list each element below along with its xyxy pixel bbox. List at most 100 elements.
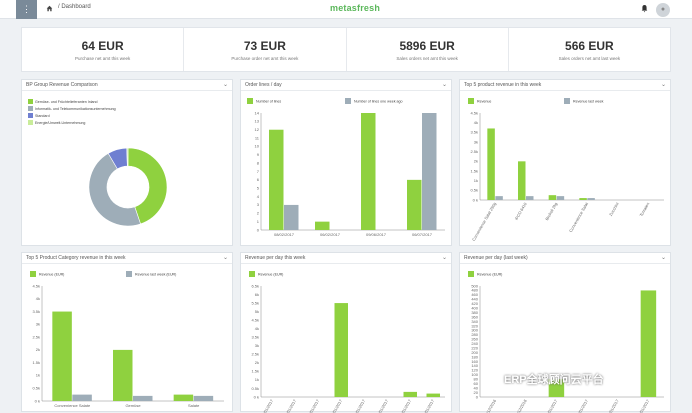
chevron-down-icon[interactable]: ⌄ <box>441 82 447 88</box>
kpi-label: Purchase net amt this week <box>74 56 131 61</box>
breadcrumb[interactable]: / Dashboard <box>58 4 91 10</box>
y-tick-label: 360 <box>471 314 478 319</box>
chevron-down-icon[interactable]: ⌄ <box>222 82 228 88</box>
widget-order-lines[interactable]: Order lines / day ⌄ Number of lines Numbe… <box>240 79 452 246</box>
watermark-text: ERP全球顾问云平台 <box>504 374 604 386</box>
kpi-label: Sales orders net amt last week <box>558 56 621 61</box>
legend-swatch <box>247 98 253 104</box>
y-tick-label: 12 <box>255 127 260 132</box>
y-tick-label: 5.5k <box>251 300 259 305</box>
widget-title: Top 5 Product Category revenue in this w… <box>26 255 126 261</box>
bar <box>518 161 526 200</box>
kpi-sales-orders-net[interactable]: 5896 EUR Sales orders net amt this week <box>347 28 509 71</box>
y-tick-label: 320 <box>471 323 478 328</box>
y-tick-label: 9 <box>257 152 260 157</box>
y-tick-label: 10 <box>255 144 260 149</box>
y-tick-label: 480 <box>471 288 478 293</box>
legend-label: Revenue (EUR) <box>258 273 283 277</box>
legend-label: Number of lines one week ago <box>354 100 403 104</box>
y-tick-label: 2k <box>255 360 259 365</box>
legend-swatch <box>345 98 351 104</box>
pie-slice <box>127 147 168 225</box>
y-tick-label: 3.5k <box>32 309 40 314</box>
kpi-purchase-order-net[interactable]: 73 EUR Purchase order net amt this week <box>184 28 347 71</box>
legend-swatch <box>126 271 132 277</box>
y-tick-label: 3 <box>257 202 260 207</box>
x-tick-label: 04/01/2017 <box>636 398 651 413</box>
y-tick-label: 4k <box>255 326 259 331</box>
widget-header[interactable]: BP Group Revenue Comparison ⌄ <box>22 80 232 91</box>
widget-header[interactable]: Revenue per day this week ⌄ <box>241 253 451 264</box>
widget-revenue-per-day[interactable]: Revenue per day this week ⌄ Revenue (EUR… <box>240 252 452 413</box>
y-tick-label: 1k <box>255 377 259 382</box>
y-tick-label: 8 <box>257 160 260 165</box>
bar <box>587 198 595 200</box>
bar <box>548 379 565 397</box>
x-tick-label: 31/12/2016 <box>513 398 528 413</box>
kpi-label: Sales orders net amt this week <box>396 56 458 61</box>
x-tick-label: Convenience Salate <box>54 403 91 408</box>
bar <box>407 179 422 230</box>
widget-top5-category[interactable]: Top 5 Product Category revenue in this w… <box>21 252 233 412</box>
widget-top5-product[interactable]: Top 5 product revenue in this week ⌄ Rev… <box>459 79 671 246</box>
y-tick-label: 4k <box>474 120 478 125</box>
widget-title: Revenue per day (last week) <box>464 255 528 261</box>
y-tick-label: 40 <box>474 385 479 390</box>
chevron-down-icon[interactable]: ⌄ <box>660 82 666 88</box>
user-icon[interactable]: ● <box>656 3 670 17</box>
legend-swatch <box>28 113 33 118</box>
chevron-down-icon[interactable]: ⌄ <box>660 255 666 261</box>
x-tick-label: Zucchini <box>608 201 620 216</box>
y-tick-label: 1 <box>257 219 260 224</box>
y-tick-label: 240 <box>471 341 478 346</box>
chart-top5-category: Revenue (EUR) Revenue last week (EUR) 0 k 0… <box>30 271 224 408</box>
widget-header[interactable]: Top 5 product revenue in this week ⌄ <box>460 80 670 91</box>
widget-bp-group-revenue[interactable]: BP Group Revenue Comparison ⌄ Gemüse- un… <box>21 79 233 246</box>
widget-revenue-per-day-last-week[interactable]: Revenue per day (last week) ⌄ Revenue (E… <box>459 252 671 413</box>
x-tick-label: 06/01/2017 <box>283 398 298 413</box>
y-tick-label: 0.5k <box>251 386 259 391</box>
pie-slice <box>126 147 129 167</box>
y-tick-label: 440 <box>471 297 478 302</box>
y-tick-label: 1.5k <box>470 168 478 173</box>
x-tick-label: 12/01/2017 <box>421 398 436 413</box>
menu-icon[interactable]: ⋮ <box>16 0 37 19</box>
legend-swatch <box>28 99 33 104</box>
bell-icon[interactable] <box>641 4 648 13</box>
kpi-purchase-net[interactable]: 64 EUR Purchase net amt this week <box>22 28 185 71</box>
widget-title: Order lines / day <box>245 82 282 88</box>
chart-revenue-per-day-last-week: Revenue (EUR) 020406080100120140160180200… <box>468 271 664 413</box>
bar <box>72 394 92 401</box>
y-tick-label: 14 <box>255 110 260 115</box>
y-tick-label: 3.5k <box>470 130 478 135</box>
y-tick-label: 80 <box>474 377 479 382</box>
watermark: ERP全球顾问云平台 <box>487 371 604 387</box>
y-tick-label: 380 <box>471 310 478 315</box>
y-tick-label: 4k <box>36 296 40 301</box>
legend-label: Revenue last week <box>573 100 604 104</box>
app-logo[interactable]: metasfresh <box>330 3 381 13</box>
chevron-down-icon[interactable]: ⌄ <box>222 255 228 261</box>
kpi-sales-orders-last-week[interactable]: 566 EUR Sales orders net amt last week <box>509 28 670 71</box>
bar <box>315 221 330 230</box>
kpi-label: Purchase order net amt this week <box>231 56 299 61</box>
y-tick-label: 3.5k <box>251 335 259 340</box>
widget-header[interactable]: Top 5 Product Category revenue in this w… <box>22 253 232 264</box>
x-tick-label: Brokoli 2kg <box>544 202 558 222</box>
x-tick-label: 02/01/2017 <box>575 398 590 413</box>
y-tick-label: 120 <box>471 368 478 373</box>
widget-header[interactable]: Revenue per day (last week) ⌄ <box>460 253 670 264</box>
legend-swatch <box>564 98 570 104</box>
legend-label: Standard <box>35 114 50 118</box>
y-tick-label: 500 <box>471 283 478 288</box>
x-tick-label: 08/01/2017 <box>329 398 344 413</box>
y-tick-label: 420 <box>471 301 478 306</box>
legend-label: Revenue (EUR) <box>477 273 502 277</box>
home-icon[interactable] <box>46 5 53 12</box>
legend-swatch <box>28 120 33 125</box>
chevron-down-icon[interactable]: ⌄ <box>441 255 447 261</box>
widget-header[interactable]: Order lines / day ⌄ <box>241 80 451 91</box>
y-tick-label: 13 <box>255 119 260 124</box>
kpi-strip: 64 EUR Purchase net amt this week 73 EUR… <box>21 27 671 72</box>
y-tick-label: 3k <box>255 343 259 348</box>
